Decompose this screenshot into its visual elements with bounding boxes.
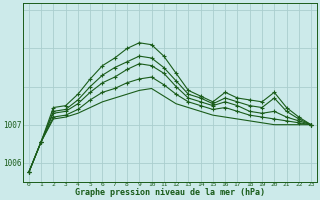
X-axis label: Graphe pression niveau de la mer (hPa): Graphe pression niveau de la mer (hPa) — [75, 188, 265, 197]
